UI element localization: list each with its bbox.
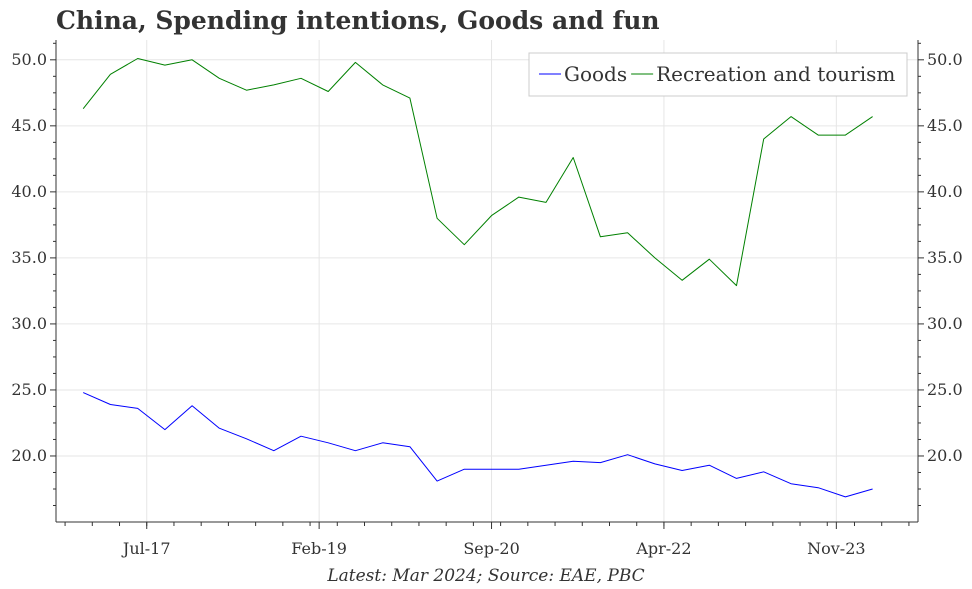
y-tick-label-right: 20.0 bbox=[927, 446, 963, 465]
y-tick-label-left: 25.0 bbox=[11, 380, 47, 399]
y-tick-label-left: 30.0 bbox=[11, 314, 47, 333]
legend-label-recreation-and-tourism: Recreation and tourism bbox=[656, 62, 895, 86]
y-tick-label-right: 40.0 bbox=[927, 182, 963, 201]
axes: 20.0 20.0 25.0 25.0 30.0 30.0 35.0 35.0 40.0 40.0… bbox=[11, 40, 963, 558]
chart-title: China, Spending intentions, Goods and fu… bbox=[56, 6, 660, 35]
x-tick-label: Apr-22 bbox=[635, 539, 691, 558]
grid-lines bbox=[56, 40, 918, 522]
y-tick-label-left: 40.0 bbox=[11, 182, 47, 201]
x-tick-label: Feb-19 bbox=[291, 539, 347, 558]
y-tick-label-right: 35.0 bbox=[927, 248, 963, 267]
series-lines bbox=[82, 58, 873, 498]
y-tick-label-left: 20.0 bbox=[11, 446, 47, 465]
series-line-goods bbox=[82, 392, 873, 498]
y-tick-label-left: 50.0 bbox=[11, 50, 47, 69]
source-note: Latest: Mar 2024; Source: EAE, PBC bbox=[327, 566, 645, 586]
series-line-recreation-and-tourism bbox=[82, 58, 873, 287]
y-tick-label-right: 25.0 bbox=[927, 380, 963, 399]
x-tick-label: Nov-23 bbox=[807, 539, 865, 558]
y-tick-label-right: 50.0 bbox=[927, 50, 963, 69]
y-tick-label-right: 30.0 bbox=[927, 314, 963, 333]
y-tick-label-right: 45.0 bbox=[927, 116, 963, 135]
x-tick-label: Jul-17 bbox=[121, 539, 171, 558]
x-tick-label: Sep-20 bbox=[463, 539, 519, 558]
y-tick-label-left: 35.0 bbox=[11, 248, 47, 267]
legend-label-goods: Goods bbox=[564, 62, 627, 86]
y-tick-label-left: 45.0 bbox=[11, 116, 47, 135]
legend: Goods Recreation and tourism bbox=[528, 52, 908, 97]
legend-box bbox=[528, 52, 908, 97]
